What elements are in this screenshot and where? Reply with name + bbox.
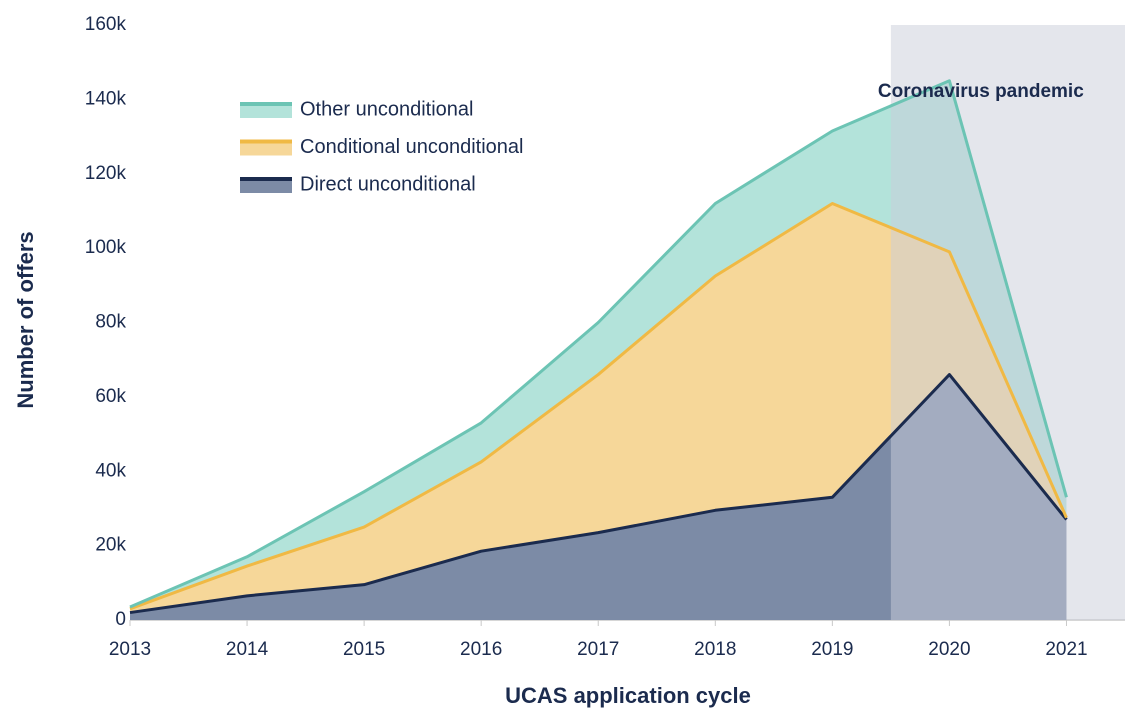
legend-swatch-line bbox=[240, 177, 292, 181]
x-axis-title: UCAS application cycle bbox=[505, 683, 751, 708]
y-tick-label: 160k bbox=[85, 14, 127, 35]
x-tick-label: 2015 bbox=[343, 639, 385, 660]
legend-label: Direct unconditional bbox=[300, 173, 476, 195]
highlight-region bbox=[890, 25, 1125, 620]
x-tick-label: 2017 bbox=[577, 639, 619, 660]
y-tick-label: 120k bbox=[85, 163, 127, 184]
y-tick-label: 60k bbox=[95, 386, 126, 407]
y-tick-label: 140k bbox=[85, 88, 127, 109]
legend-swatch-line bbox=[240, 139, 292, 144]
y-tick-label: 40k bbox=[95, 460, 126, 481]
line bbox=[129, 202, 1068, 611]
x-tick-label: 2021 bbox=[1045, 639, 1087, 660]
x-tick-label: 2019 bbox=[811, 639, 853, 660]
y-tick-label: 80k bbox=[95, 312, 126, 333]
legend-label: Conditional unconditional bbox=[300, 136, 524, 158]
legend-label: Other unconditional bbox=[300, 98, 473, 120]
y-tick-label: 0 bbox=[115, 609, 126, 630]
annotation: Coronavirus pandemic bbox=[878, 81, 1084, 102]
y-tick-label: 20k bbox=[95, 535, 126, 556]
line bbox=[129, 373, 1068, 615]
line bbox=[129, 79, 1068, 609]
y-axis-title: Number of offers bbox=[13, 231, 38, 408]
area bbox=[130, 203, 1067, 613]
x-tick-label: 2014 bbox=[226, 639, 269, 660]
x-tick-label: 2018 bbox=[694, 639, 736, 660]
x-tick-label: 2020 bbox=[928, 639, 970, 660]
x-tick-label: 2016 bbox=[460, 639, 502, 660]
area bbox=[130, 374, 1067, 620]
legend-swatch-line bbox=[240, 102, 292, 106]
x-tick-label: 2013 bbox=[109, 639, 151, 660]
area bbox=[130, 80, 1067, 609]
y-tick-label: 100k bbox=[85, 237, 127, 258]
